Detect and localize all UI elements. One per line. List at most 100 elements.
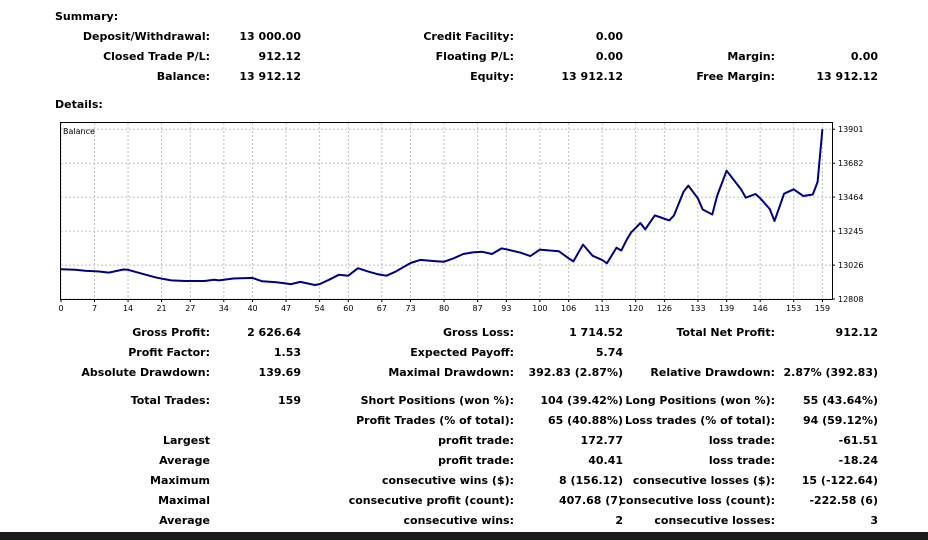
x-tick-label: 100 <box>532 304 547 313</box>
details-c2-0-label: Gross Loss: <box>443 326 514 339</box>
balance-chart-plot: Balance <box>61 123 832 299</box>
extreme-1-group-label: Average <box>159 454 210 467</box>
details-c3-2-label: Long Positions (won %): <box>625 394 775 407</box>
extreme-1-a-value: 40.41 <box>588 454 623 467</box>
extreme-4-group-label: Average <box>159 514 210 527</box>
balance-line <box>61 129 824 286</box>
x-tick-label: 87 <box>473 304 483 313</box>
x-tick-label: 113 <box>594 304 609 313</box>
details-c3-3-value: 94 (59.12%) <box>802 414 878 427</box>
extreme-2-b-label: consecutive losses ($): <box>632 474 775 487</box>
x-axis: 0 7 14 21 27 34 40 47 54 60 67 73 80 87 93 100 106 113 120… <box>58 299 830 313</box>
extreme-0-a-label: profit trade: <box>438 434 514 447</box>
x-tick-label: 93 <box>501 304 511 313</box>
details-c3-1-value: 2.87% (392.83) <box>783 366 879 379</box>
details-c1-0-value: 2 626.64 <box>247 326 301 339</box>
details-c3-0-label: Total Net Profit: <box>676 326 776 339</box>
summary-c2-0-value: 0.00 <box>595 30 623 43</box>
summary-c2-2-value: 13 912.12 <box>561 70 623 83</box>
extreme-1-a-label: profit trade: <box>438 454 514 467</box>
x-tick-label: 47 <box>281 304 291 313</box>
extreme-4-a-label: consecutive wins: <box>403 514 514 527</box>
details-c2-3-label: Short Positions (won %): <box>360 394 514 407</box>
chart-axes: 0 7 14 21 27 34 40 47 54 60 67 73 80 87 93 100 106 113 120… <box>58 125 863 313</box>
details-c2-1-value: 5.74 <box>595 346 623 359</box>
y-tick-label: 13026 <box>838 261 863 270</box>
x-tick-label: 14 <box>123 304 133 313</box>
details-c3-2-value: 55 (43.64%) <box>802 394 878 407</box>
x-tick-label: 159 <box>815 304 830 313</box>
summary-c1-1-value: 912.12 <box>258 50 301 63</box>
x-tick-label: 153 <box>786 304 801 313</box>
balance-chart: Balance <box>60 122 833 300</box>
extreme-1-b-value: -18.24 <box>838 454 878 467</box>
summary-c1-0-value: 13 000.00 <box>239 30 301 43</box>
x-tick-label: 106 <box>561 304 576 313</box>
y-tick-label: 13901 <box>838 125 863 134</box>
extreme-4-b-value: 3 <box>870 514 878 527</box>
extreme-4-b-label: consecutive losses: <box>654 514 775 527</box>
summary-c2-2-label: Equity: <box>470 70 514 83</box>
extreme-3-group-label: Maximal <box>158 494 210 507</box>
summary-title: Summary: <box>55 10 119 23</box>
x-tick-label: 80 <box>439 304 449 313</box>
x-tick-label: 67 <box>377 304 387 313</box>
summary-c2-1-label: Floating P/L: <box>435 50 514 63</box>
details-c1-3-label: Total Trades: <box>130 394 210 407</box>
chart-grid <box>61 123 832 299</box>
y-tick-label: 13682 <box>838 159 863 168</box>
details-c2-4-label: Profit Trades (% of total): <box>356 414 514 427</box>
details-c1-3-value: 159 <box>278 394 301 407</box>
details-c3-3-label: Loss trades (% of total): <box>624 414 775 427</box>
y-tick-label: 13464 <box>838 193 863 202</box>
summary-c1-2-value: 13 912.12 <box>239 70 301 83</box>
details-c1-0-label: Gross Profit: <box>132 326 210 339</box>
x-tick-label: 133 <box>690 304 705 313</box>
summary-c3-0-value: 0.00 <box>850 50 878 63</box>
details-c1-2-label: Absolute Drawdown: <box>81 366 210 379</box>
extreme-0-b-label: loss trade: <box>708 434 775 447</box>
chart-title: Balance <box>63 127 95 136</box>
details-c2-4-value: 65 (40.88%) <box>547 414 623 427</box>
x-tick-label: 7 <box>92 304 97 313</box>
details-c3-1-label: Relative Drawdown: <box>650 366 775 379</box>
x-tick-label: 139 <box>719 304 734 313</box>
x-tick-label: 54 <box>315 304 325 313</box>
extreme-1-b-label: loss trade: <box>708 454 775 467</box>
extreme-0-group-label: Largest <box>163 434 210 447</box>
details-c2-3-value: 104 (39.42%) <box>540 394 623 407</box>
extreme-3-a-label: consecutive profit (count): <box>348 494 514 507</box>
extreme-0-a-value: 172.77 <box>580 434 623 447</box>
extreme-2-a-label: consecutive wins ($): <box>381 474 514 487</box>
extreme-2-group-label: Maximum <box>150 474 210 487</box>
details-c1-1-label: Profit Factor: <box>128 346 210 359</box>
x-tick-label: 0 <box>58 304 63 313</box>
summary-c1-1-label: Closed Trade P/L: <box>103 50 210 63</box>
x-tick-label: 27 <box>185 304 195 313</box>
taskbar-strip <box>0 532 928 540</box>
summary-c3-1-value: 13 912.12 <box>816 70 878 83</box>
x-tick-label: 126 <box>657 304 672 313</box>
extreme-0-b-value: -61.51 <box>838 434 878 447</box>
extreme-3-b-value: -222.58 (6) <box>809 494 878 507</box>
extreme-3-b-label: consecutive loss (count): <box>619 494 775 507</box>
details-c2-0-value: 1 714.52 <box>569 326 623 339</box>
extreme-4-a-value: 2 <box>615 514 623 527</box>
extreme-2-a-value: 8 (156.12) <box>559 474 623 487</box>
details-c2-1-label: Expected Payoff: <box>410 346 514 359</box>
details-c1-2-value: 139.69 <box>258 366 301 379</box>
x-tick-label: 34 <box>219 304 229 313</box>
summary-c1-0-label: Deposit/Withdrawal: <box>82 30 210 43</box>
x-tick-label: 40 <box>247 304 257 313</box>
extreme-3-a-value: 407.68 (7) <box>559 494 623 507</box>
details-c2-2-label: Maximal Drawdown: <box>388 366 514 379</box>
y-tick-label: 12808 <box>838 295 863 304</box>
summary-c3-1-label: Free Margin: <box>696 70 775 83</box>
summary-c1-2-label: Balance: <box>156 70 210 83</box>
summary-c2-0-label: Credit Facility: <box>423 30 514 43</box>
x-tick-label: 73 <box>405 304 415 313</box>
x-tick-label: 60 <box>343 304 353 313</box>
summary-c3-0-label: Margin: <box>727 50 775 63</box>
details-title: Details: <box>55 98 103 111</box>
details-c1-1-value: 1.53 <box>273 346 301 359</box>
